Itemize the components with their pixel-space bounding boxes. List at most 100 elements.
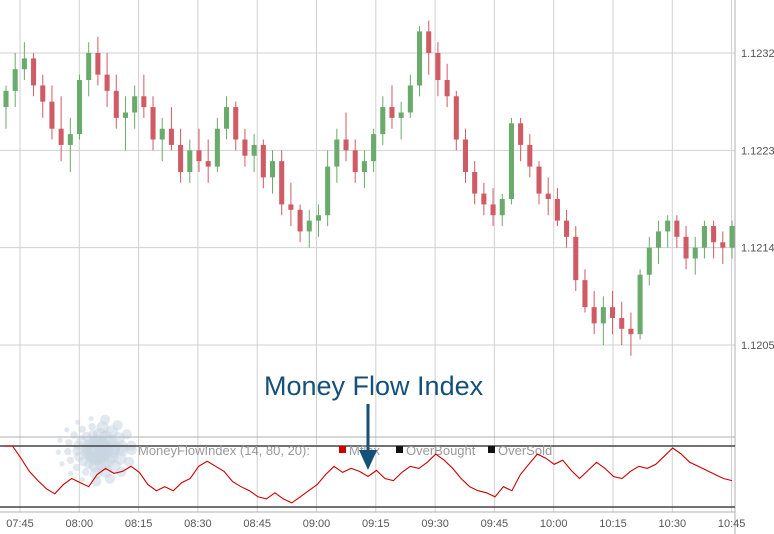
logo-dot [124, 456, 135, 467]
candle [95, 36, 101, 86]
candle [380, 96, 386, 145]
candle [279, 150, 285, 216]
mfi-legend: MoneyFlowIndex (14, 80, 20): Mflax OverB… [138, 443, 552, 458]
logo-dot [65, 439, 73, 447]
candle [453, 90, 459, 151]
annotation-arrow-head [359, 450, 377, 470]
candle [12, 53, 18, 108]
candle [178, 128, 184, 183]
candle [76, 74, 83, 140]
candle [435, 42, 441, 97]
x-tick-label: 09:30 [421, 518, 449, 530]
x-tick-label: 08:45 [243, 518, 271, 530]
candle [527, 134, 533, 178]
logo-dot [64, 447, 72, 456]
logo-dot [104, 473, 115, 484]
legend-swatch-overbought [396, 446, 403, 453]
y-tick-label: 1.1214 [741, 243, 774, 255]
candle [637, 269, 643, 340]
logo-dot [73, 463, 81, 472]
candle [499, 193, 505, 227]
candle [141, 74, 147, 118]
candle [462, 128, 469, 183]
candle [21, 42, 27, 81]
candle [407, 74, 413, 118]
candle [536, 161, 542, 205]
logo-dot [88, 423, 96, 431]
candle [683, 226, 689, 270]
candle [619, 301, 625, 345]
x-tick-label: 08:30 [184, 518, 212, 530]
logo-dot [112, 420, 123, 431]
candle [389, 85, 395, 129]
candle [67, 117, 73, 172]
candle [692, 236, 698, 275]
x-tick-label: 08:00 [66, 518, 94, 530]
candle [444, 63, 450, 108]
candle [113, 74, 119, 129]
x-tick-label: 10:30 [659, 518, 687, 530]
logo-dot [70, 431, 78, 439]
y-tick-label: 1.1205 [741, 340, 774, 352]
candle [214, 117, 220, 172]
x-tick-label: 10:45 [718, 518, 746, 530]
candle [352, 139, 358, 183]
y-axis-labels: 1.1232 1.1223 1.1214 1.1205 [741, 48, 774, 352]
annotation: Money Flow Index [264, 371, 484, 470]
logo-dot [78, 425, 86, 433]
candle [233, 101, 239, 151]
candle [150, 96, 156, 151]
x-tick-label: 10:15 [599, 518, 627, 530]
candle [472, 161, 478, 205]
candle [104, 53, 110, 108]
candle [343, 112, 349, 162]
y-tick-label: 1.1223 [741, 145, 774, 157]
candle [600, 296, 606, 345]
candle [49, 85, 55, 140]
legend-title: MoneyFlowIndex (14, 80, 20): [138, 443, 310, 458]
candle [86, 42, 92, 97]
candle [325, 150, 331, 227]
candle [371, 128, 377, 172]
candle [610, 290, 616, 335]
logo-dot [64, 427, 70, 433]
candle [196, 128, 202, 172]
candle [31, 53, 37, 97]
candle [711, 220, 717, 259]
candle [260, 139, 266, 189]
annotation-label: Money Flow Index [264, 371, 484, 401]
legend-label-overbought: OverBought [406, 443, 476, 458]
candle [720, 231, 726, 264]
x-axis-labels: 07:45 08:00 08:15 08:30 08:45 09:00 09:15 09:30… [6, 518, 745, 530]
legend-swatch-mflax [339, 446, 346, 453]
x-tick-label: 10:00 [540, 518, 568, 530]
logo-dot [82, 468, 90, 476]
candle [205, 139, 211, 183]
candle [58, 96, 64, 162]
candle [3, 85, 9, 129]
candle [168, 107, 174, 151]
legend-label-oversold: OverSold [498, 443, 552, 458]
logo-dot [67, 470, 73, 476]
candle [297, 204, 303, 243]
candle [269, 150, 276, 194]
logo-dot [66, 456, 75, 464]
candle [242, 128, 248, 167]
candle [315, 204, 321, 237]
logo-dot [79, 477, 85, 483]
mfi-line [4, 445, 733, 504]
y-tick-label: 1.1232 [741, 48, 774, 60]
candle [665, 215, 671, 248]
candle [582, 269, 588, 313]
candle [701, 220, 707, 259]
logo-dot [59, 461, 65, 467]
candle [655, 220, 662, 264]
candle [159, 117, 165, 162]
x-tick-label: 09:15 [362, 518, 390, 530]
candle [334, 128, 340, 183]
candle [674, 215, 680, 248]
candle [361, 150, 367, 189]
logo-dot [121, 429, 132, 440]
candle [591, 290, 597, 335]
